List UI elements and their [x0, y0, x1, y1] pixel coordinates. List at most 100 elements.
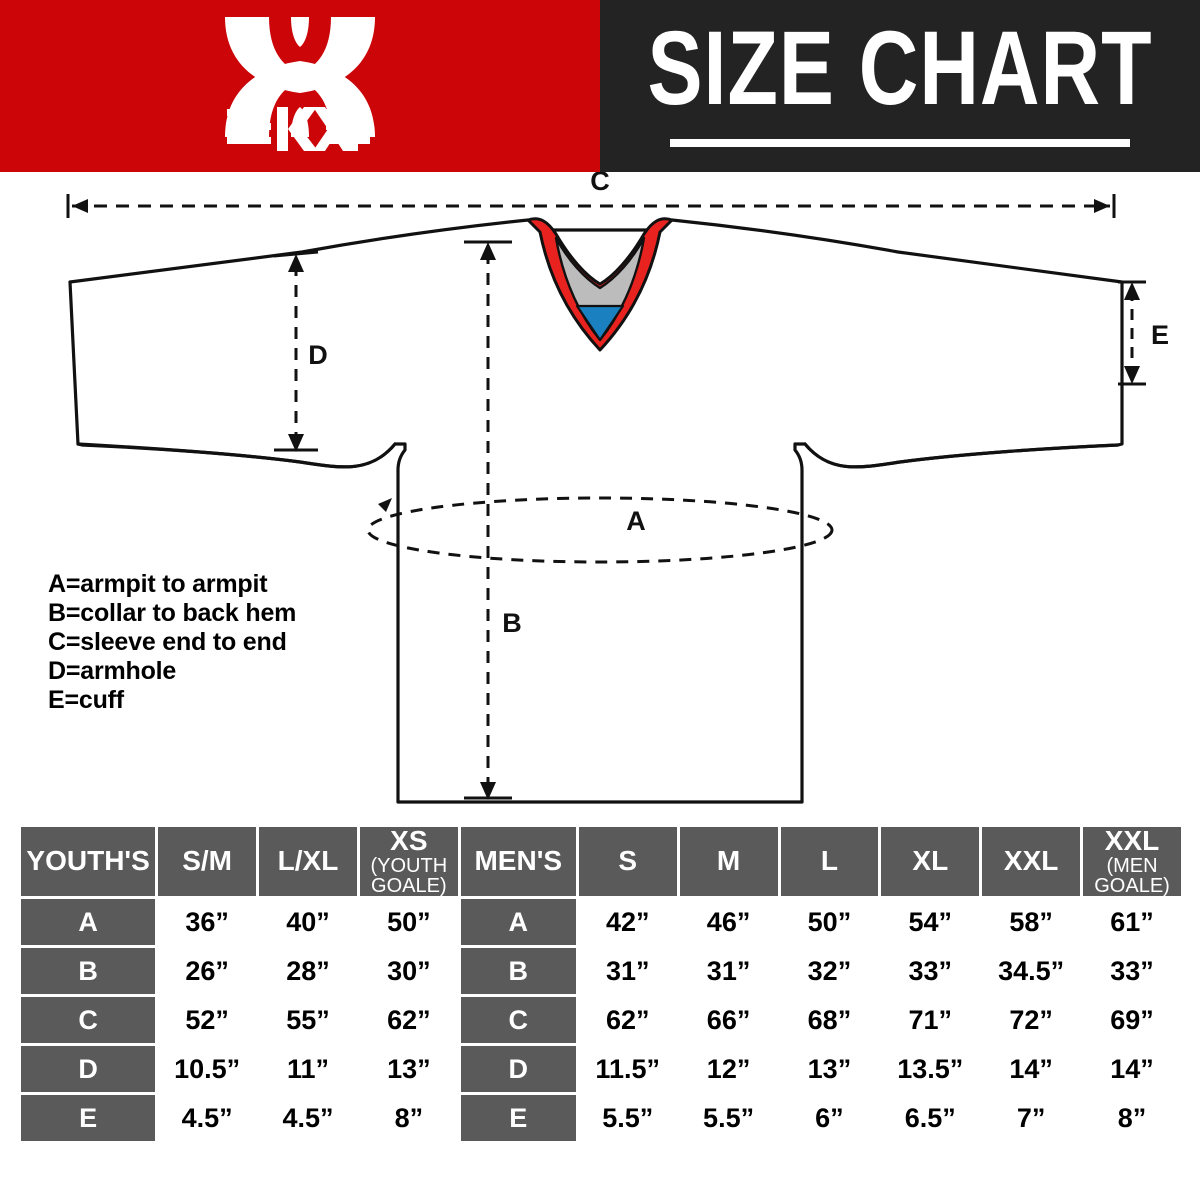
cell-men-a-0: 42”: [578, 899, 677, 946]
row-label-men-d: D: [460, 1046, 576, 1093]
cell-men-a-1: 46”: [679, 899, 778, 946]
table-body: A 36” 40” 50” A 42” 46” 50” 54” 58” 61” …: [21, 899, 1181, 1142]
header-men-s: S: [578, 827, 677, 897]
label-e: E: [1151, 320, 1169, 350]
label-b: B: [502, 608, 522, 638]
cell-men-b-1: 31”: [679, 948, 778, 995]
cell-men-a-2: 50”: [780, 899, 879, 946]
cell-men-a-5: 61”: [1083, 899, 1181, 946]
jersey-collar: [526, 217, 674, 352]
cell-men-d-1: 12”: [679, 1046, 778, 1093]
cell-men-c-3: 71”: [881, 997, 980, 1044]
cell-youth-e-1: 4.5”: [259, 1095, 357, 1142]
cell-men-a-3: 54”: [881, 899, 980, 946]
row-label-youth-a: A: [21, 899, 156, 946]
cell-men-d-0: 11.5”: [578, 1046, 677, 1093]
size-table-container: YOUTH'S S/M L/XL XS (YOUTH GOALE) MEN'S …: [18, 824, 1184, 1144]
legend-line-b: B=collar to back hem: [48, 599, 297, 627]
header-row: YOUTH'S S/M L/XL XS (YOUTH GOALE) MEN'S …: [21, 825, 1181, 897]
table-header: YOUTH'S S/M L/XL XS (YOUTH GOALE) MEN'S …: [21, 825, 1181, 897]
header-men-l: L: [780, 827, 879, 897]
row-label-youth-d: D: [21, 1046, 156, 1093]
cell-men-e-4: 7”: [982, 1095, 1081, 1142]
cell-youth-d-1: 11”: [259, 1046, 357, 1093]
row-label-men-c: C: [460, 997, 576, 1044]
dimension-b: B: [464, 240, 522, 800]
header-mens: MEN'S: [460, 827, 576, 897]
cell-men-e-2: 6”: [780, 1095, 879, 1142]
cell-youth-a-0: 36”: [158, 899, 257, 946]
table-row: A 36” 40” 50” A 42” 46” 50” 54” 58” 61”: [21, 899, 1181, 946]
dimension-d: D: [273, 250, 328, 452]
dimension-e: E: [1118, 280, 1169, 386]
cell-men-d-4: 14”: [982, 1046, 1081, 1093]
header-youth-lxl: L/XL: [259, 827, 357, 897]
cell-youth-b-0: 26”: [158, 948, 257, 995]
dimension-c: C: [66, 172, 1116, 218]
measurement-legend: A=armpit to armpit B=collar to back hem …: [48, 570, 296, 715]
jersey-diagram: C D E A: [0, 172, 1200, 820]
header-youth-xs-main: XS: [390, 825, 428, 856]
cell-youth-c-1: 55”: [259, 997, 357, 1044]
table-row: E 4.5” 4.5” 8” E 5.5” 5.5” 6” 6.5” 7” 8”: [21, 1095, 1181, 1142]
cell-youth-c-0: 52”: [158, 997, 257, 1044]
cell-men-b-0: 31”: [578, 948, 677, 995]
cell-youth-a-1: 40”: [259, 899, 357, 946]
header-men-xxl-goale: XXL (MEN GOALE): [1083, 825, 1181, 897]
cell-youth-a-2: 50”: [359, 899, 458, 946]
cell-youth-b-1: 28”: [259, 948, 357, 995]
dimension-a: A: [366, 496, 834, 564]
cell-men-b-2: 32”: [780, 948, 879, 995]
cell-men-e-5: 8”: [1083, 1095, 1181, 1142]
table-row: B 26” 28” 30” B 31” 31” 32” 33” 34.5” 33…: [21, 948, 1181, 995]
cell-men-c-0: 62”: [578, 997, 677, 1044]
brand-panel: [0, 0, 600, 172]
cell-men-d-5: 14”: [1083, 1046, 1181, 1093]
cell-youth-c-2: 62”: [359, 997, 458, 1044]
row-label-men-e: E: [460, 1095, 576, 1142]
header-men-m: M: [679, 827, 778, 897]
table-row: C 52” 55” 62” C 62” 66” 68” 71” 72” 69”: [21, 997, 1181, 1044]
row-label-youth-c: C: [21, 997, 156, 1044]
cell-men-c-2: 68”: [780, 997, 879, 1044]
cell-men-e-1: 5.5”: [679, 1095, 778, 1142]
cell-youth-e-0: 4.5”: [158, 1095, 257, 1142]
header-youth-xs-sub: (YOUTH GOALE): [370, 854, 448, 897]
label-a: A: [626, 506, 646, 536]
header-men-xxl-goale-sub: (MEN GOALE): [1094, 854, 1170, 897]
cell-men-c-1: 66”: [679, 997, 778, 1044]
header-youth-xs: XS (YOUTH GOALE): [359, 825, 458, 897]
row-label-youth-b: B: [21, 948, 156, 995]
title-underline: [670, 138, 1130, 147]
legend-line-c: C=sleeve end to end: [48, 628, 287, 656]
cell-men-c-4: 72”: [982, 997, 1081, 1044]
cell-men-e-3: 6.5”: [881, 1095, 980, 1142]
cell-men-b-4: 34.5”: [982, 948, 1081, 995]
header-men-xxl: XXL: [982, 827, 1081, 897]
cell-youth-e-2: 8”: [359, 1095, 458, 1142]
cell-men-b-3: 33”: [881, 948, 980, 995]
legend-line-e: E=cuff: [48, 686, 124, 714]
label-c: C: [590, 172, 610, 196]
legend-line-d: D=armhole: [48, 657, 177, 685]
page-title: SIZE CHART: [647, 10, 1153, 128]
header-youths: YOUTH'S: [21, 827, 156, 897]
cell-men-a-4: 58”: [982, 899, 1081, 946]
table-row: D 10.5” 11” 13” D 11.5” 12” 13” 13.5” 14…: [21, 1046, 1181, 1093]
cell-men-d-2: 13”: [780, 1046, 879, 1093]
cell-men-e-0: 5.5”: [578, 1095, 677, 1142]
size-table: YOUTH'S S/M L/XL XS (YOUTH GOALE) MEN'S …: [18, 824, 1184, 1144]
cell-men-b-5: 33”: [1083, 948, 1181, 995]
legend-line-a: A=armpit to armpit: [48, 570, 268, 598]
jersey-measurement-drawing: C D E A: [66, 172, 1169, 804]
header-men-xl: XL: [881, 827, 980, 897]
label-d: D: [308, 340, 328, 370]
row-label-youth-e: E: [21, 1095, 156, 1142]
cell-youth-d-0: 10.5”: [158, 1046, 257, 1093]
cell-men-c-5: 69”: [1083, 997, 1181, 1044]
cell-youth-b-2: 30”: [359, 948, 458, 995]
cell-men-d-3: 13.5”: [881, 1046, 980, 1093]
header-men-xxl-goale-main: XXL: [1104, 825, 1160, 856]
cell-youth-d-2: 13”: [359, 1046, 458, 1093]
page-header: SIZE CHART: [0, 0, 1200, 172]
